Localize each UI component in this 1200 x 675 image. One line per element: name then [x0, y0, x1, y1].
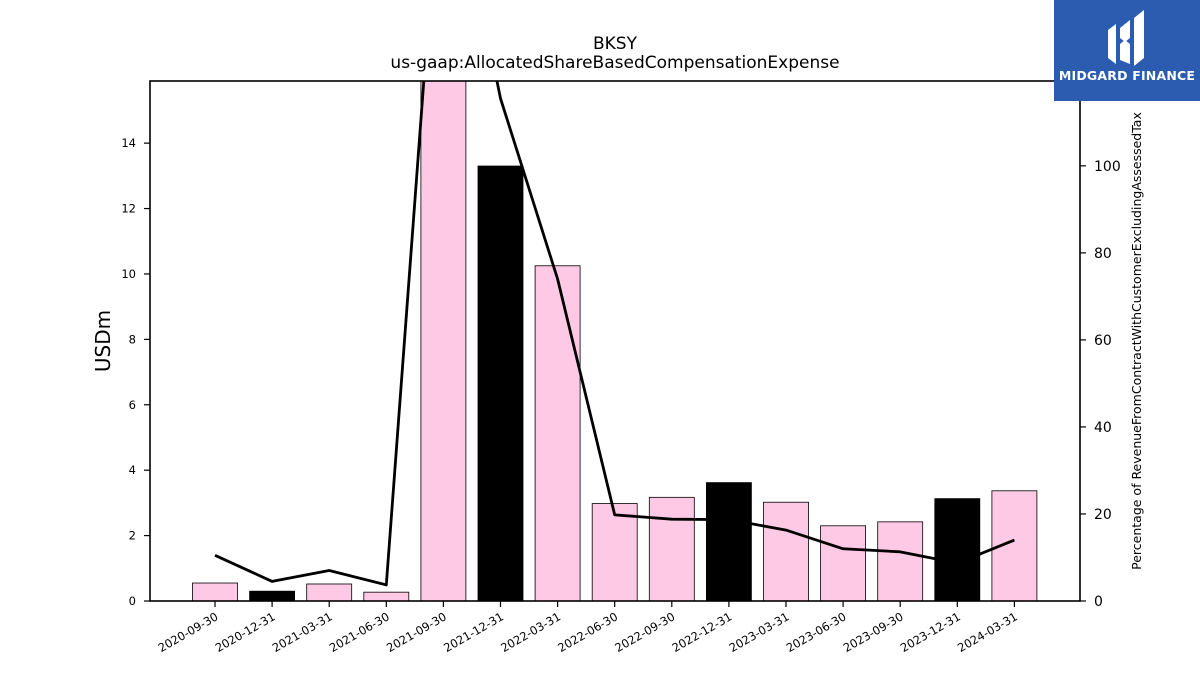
x-tick-label: 2022-03-31	[498, 609, 563, 655]
bar-2020-12-31	[249, 590, 296, 601]
y-tick-label: 2	[129, 529, 136, 543]
y2-axis-label: Percentage of RevenueFromContractWithCus…	[1129, 112, 1144, 570]
bar-2022-09-30	[648, 496, 695, 601]
y-tick-label: 10	[121, 267, 136, 281]
x-tick-label: 2020-09-30	[156, 609, 221, 655]
y2-tick-label: 0	[1094, 594, 1103, 610]
bar-2023-12-31	[934, 498, 981, 601]
x-tick-label: 2022-06-30	[555, 609, 620, 655]
y-tick-label: 4	[129, 463, 136, 477]
chart-title: BKSY	[593, 34, 638, 54]
bar-2022-06-30	[591, 503, 638, 601]
chart-subtitle: us-gaap:AllocatedShareBasedCompensationE…	[390, 53, 839, 73]
y2-tick-label: 60	[1094, 333, 1112, 349]
y-tick-label: 6	[129, 398, 136, 412]
x-tick-label: 2022-12-31	[670, 609, 735, 655]
x-tick-label: 2020-12-31	[213, 609, 278, 655]
y-tick-label: 12	[121, 202, 136, 216]
bar-2021-12-31	[477, 165, 524, 601]
y-axis-label: USDm	[91, 310, 115, 372]
y-tick-label: 0	[129, 594, 136, 608]
x-tick-label: 2023-03-31	[727, 609, 792, 655]
line-series	[214, 81, 1015, 587]
y2-tick-label: 20	[1094, 507, 1112, 523]
y-tick-label: 8	[129, 332, 136, 346]
y-tick-label: 14	[121, 136, 136, 150]
x-tick-label: 2024-03-31	[955, 609, 1020, 655]
y2-tick-label: 40	[1094, 420, 1112, 436]
midgard-logo-icon	[1108, 10, 1144, 66]
right-axis-ticks: 0 20 40 60 80 100	[1080, 159, 1121, 610]
bar-2021-06-30	[363, 591, 410, 601]
bar-2023-03-31	[763, 501, 809, 601]
bar-2022-12-31	[706, 482, 752, 601]
x-tick-label: 2021-06-30	[327, 609, 392, 655]
x-tick-label: 2022-09-30	[612, 609, 677, 655]
bar-2023-06-30	[820, 525, 866, 601]
x-tick-label: 2023-12-31	[898, 609, 963, 655]
bar-2021-09-30	[420, 81, 467, 601]
y2-tick-label: 80	[1094, 246, 1112, 262]
percentage-line	[214, 81, 1015, 587]
bar-2021-03-31	[306, 583, 353, 601]
x-tick-label: 2021-12-31	[441, 609, 506, 655]
bar-2022-03-31	[534, 265, 581, 601]
bar-2020-09-30	[192, 582, 238, 601]
logo-text: MIDGARD FINANCE	[1058, 68, 1196, 83]
x-tick-label: 2023-06-30	[784, 609, 849, 655]
x-axis-ticks: 2020-09-302020-12-312021-03-312021-06-30…	[156, 601, 1020, 655]
bar-series	[192, 81, 1038, 601]
left-axis-ticks: 0 2 4 6 8 10 12 14	[121, 136, 150, 608]
x-tick-label: 2021-03-31	[270, 609, 335, 655]
x-tick-label: 2021-09-30	[384, 609, 449, 655]
x-tick-label: 2023-09-30	[841, 609, 906, 655]
bar-2023-09-30	[877, 521, 924, 601]
y2-tick-label: 100	[1094, 159, 1121, 175]
midgard-finance-logo: MIDGARD FINANCE	[1054, 0, 1200, 101]
